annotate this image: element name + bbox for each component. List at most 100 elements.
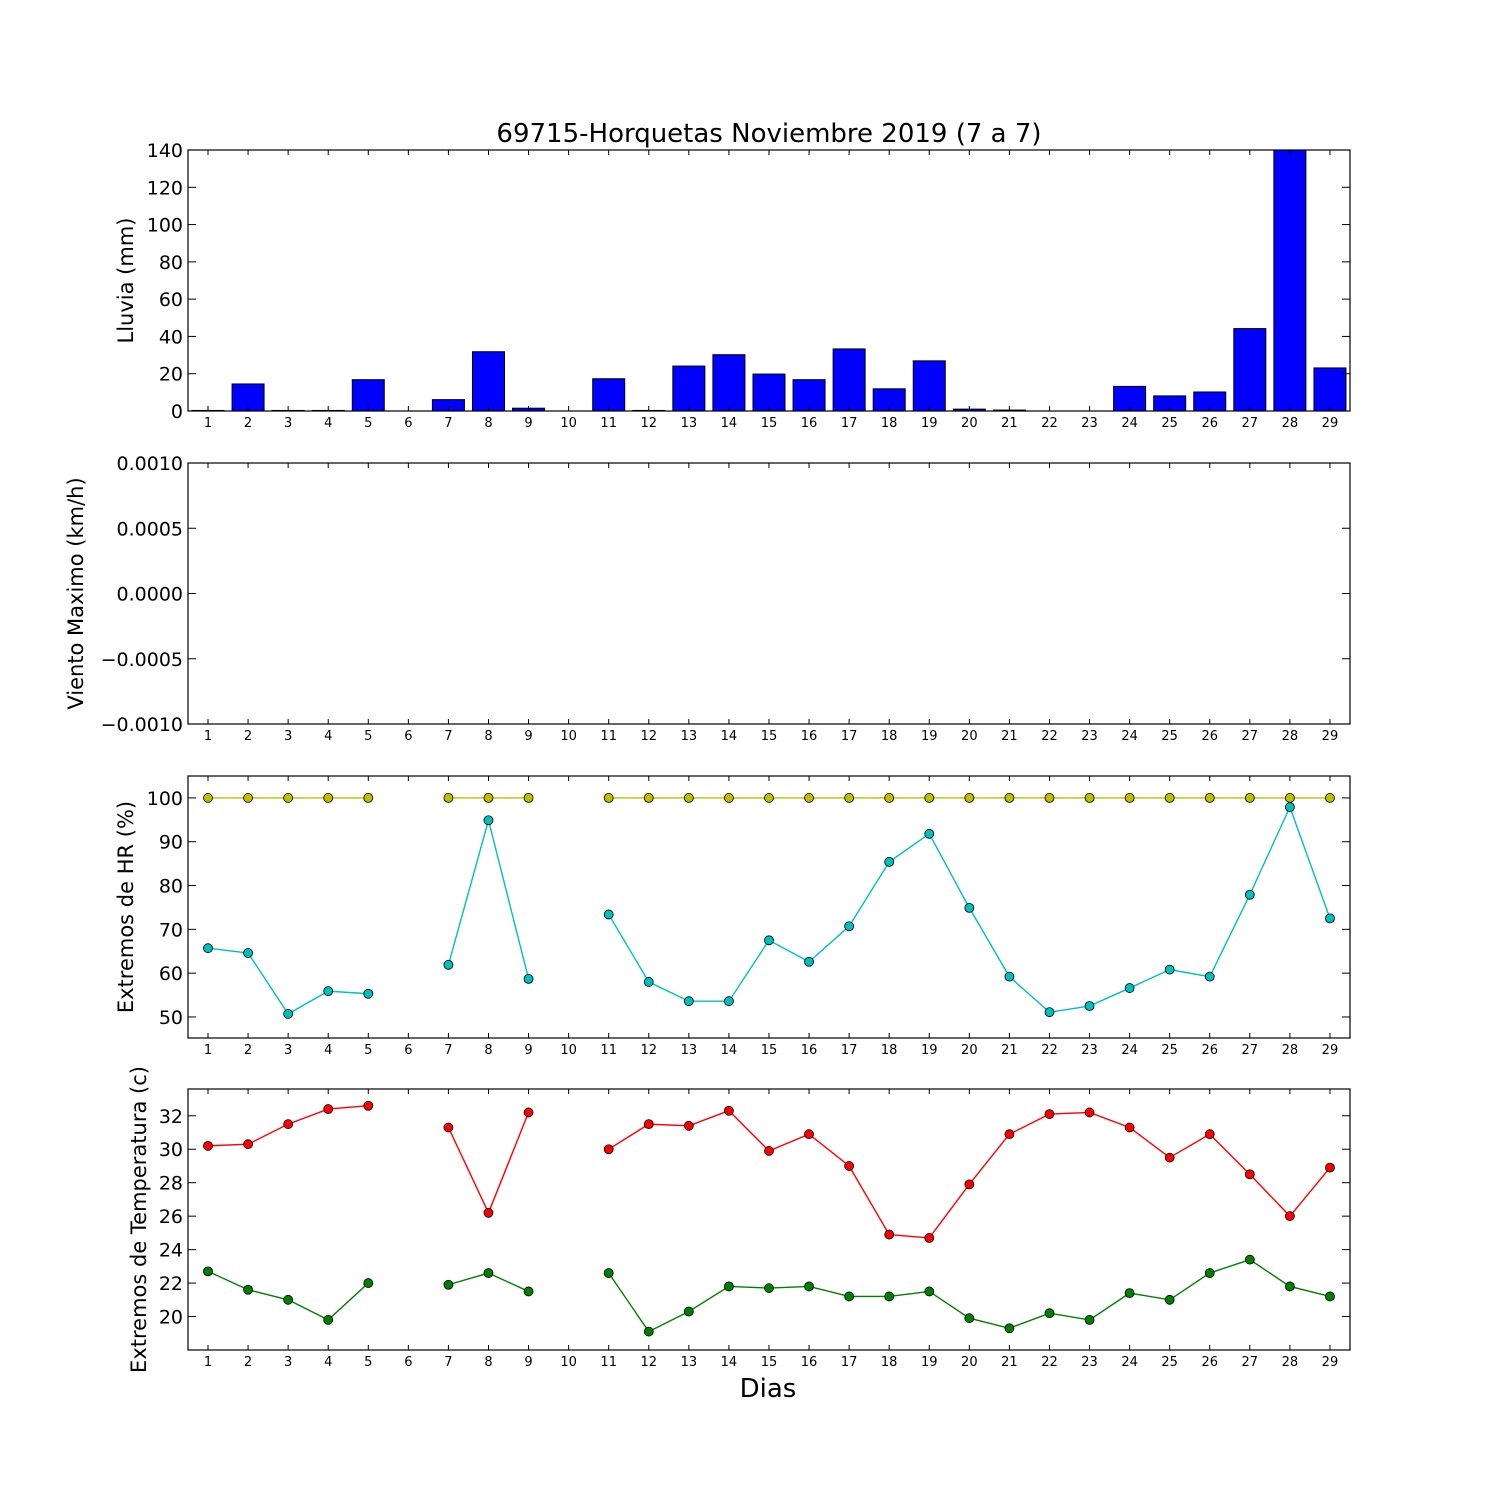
point-day-16: [804, 1129, 814, 1140]
x-tick-label: 20: [961, 1355, 978, 1370]
series-hr-1: [203, 793, 1335, 803]
x-tick-label: 8: [484, 416, 492, 431]
x-tick-label: 6: [404, 1043, 412, 1058]
x-tick-label: 28: [1282, 1043, 1299, 1058]
point-day-15: [764, 793, 774, 803]
point-day-29: [1325, 793, 1335, 803]
x-tick-label: 26: [1201, 729, 1218, 744]
y-tick-label: 80: [159, 252, 183, 274]
x-tick-label: 10: [560, 729, 577, 744]
point-day-7: [443, 1122, 454, 1133]
point-day-2: [243, 793, 253, 803]
point-day-21: [1004, 1323, 1015, 1334]
plot-area-temp: [188, 1089, 1350, 1350]
x-tick-label: 14: [721, 729, 738, 744]
point-day-1: [203, 1140, 213, 1151]
x-tick-label: 26: [1201, 1355, 1218, 1370]
point-day-13: [683, 1120, 694, 1131]
x-tick-label: 2: [244, 416, 252, 431]
x-tick-label: 5: [364, 729, 372, 744]
point-day-24: [1124, 793, 1135, 803]
point-day-22: [1044, 793, 1055, 803]
y-tick-label: 90: [159, 832, 183, 854]
x-tick-label: 1: [204, 1043, 212, 1058]
x-tick-label: 18: [881, 416, 898, 431]
x-tick-label: 5: [364, 1355, 372, 1370]
point-day-1: [203, 1266, 213, 1277]
point-day-27: [1244, 793, 1255, 803]
y-tick-label: 70: [159, 919, 183, 941]
point-day-3: [283, 1119, 294, 1130]
point-day-16: [804, 793, 814, 803]
point-day-18: [884, 793, 895, 803]
x-tick-label: 10: [560, 1043, 577, 1058]
point-day-27: [1244, 889, 1255, 900]
x-tick-label: 15: [761, 1355, 778, 1370]
x-tick-label: 20: [961, 416, 978, 431]
bar-day-27: [1233, 328, 1267, 412]
y-tick-label: 60: [159, 289, 183, 311]
x-tick-label: 2: [244, 1043, 252, 1058]
y-tick-label: 30: [159, 1139, 183, 1161]
point-day-7: [443, 793, 454, 803]
x-tick-label: 18: [881, 1355, 898, 1370]
x-tick-label: 23: [1081, 729, 1098, 744]
point-day-25: [1164, 793, 1175, 803]
point-day-4: [323, 986, 334, 997]
y-axis-label-temp: Extremos de Temperatura (c): [127, 1066, 151, 1373]
point-day-19: [924, 1233, 935, 1243]
x-tick-label: 21: [1001, 729, 1018, 744]
point-day-25: [1164, 1152, 1175, 1163]
x-tick-label: 28: [1282, 416, 1299, 431]
point-day-29: [1325, 913, 1335, 924]
point-day-4: [323, 793, 334, 803]
x-tick-label: 22: [1041, 1043, 1058, 1058]
point-day-2: [243, 948, 253, 958]
x-tick-label: 27: [1242, 729, 1259, 744]
y-tick-label: 60: [159, 963, 183, 985]
bar-day-13: [672, 365, 706, 412]
x-tick-label: 1: [204, 416, 212, 431]
y-tick-label: 40: [159, 326, 183, 348]
series-temp-2: [203, 1254, 1335, 1337]
x-tick-label: 9: [524, 1355, 532, 1370]
x-tick-label: 29: [1322, 1355, 1339, 1370]
x-tick-label: 8: [484, 729, 492, 744]
point-day-11: [603, 1144, 614, 1155]
bar-day-11: [592, 378, 626, 412]
x-tick-label: 23: [1081, 1043, 1098, 1058]
point-day-20: [964, 793, 975, 803]
x-tick-label: 27: [1242, 1043, 1259, 1058]
x-tick-label: 18: [881, 1043, 898, 1058]
x-tick-label: 16: [801, 1355, 818, 1370]
point-day-23: [1084, 793, 1095, 803]
point-day-18: [884, 1291, 895, 1302]
x-tick-label: 25: [1161, 1355, 1178, 1370]
x-tick-label: 13: [681, 729, 698, 744]
x-tick-label: 24: [1121, 416, 1138, 431]
y-tick-label: 0.0005: [117, 518, 183, 540]
y-tick-label: 32: [159, 1106, 183, 1128]
y-tick-label: 120: [147, 177, 183, 199]
x-tick-label: 6: [404, 416, 412, 431]
x-tick-label: 20: [961, 729, 978, 744]
y-tick-label: 28: [159, 1173, 183, 1195]
x-tick-label: 6: [404, 729, 412, 744]
x-tick-label: 10: [560, 416, 577, 431]
point-day-5: [363, 793, 374, 803]
point-day-19: [924, 828, 935, 839]
bar-day-28: [1273, 149, 1307, 412]
point-day-4: [323, 1104, 334, 1114]
point-day-11: [603, 793, 614, 803]
point-day-3: [283, 1294, 294, 1305]
panel-rain: 1 2 3 4 5 6 7 8 9 10 11 12 13 14 15 16 17 18 19 20 21 22 23 24 2…: [114, 119, 1351, 431]
point-day-22: [1044, 1109, 1055, 1119]
point-day-12: [643, 1119, 654, 1130]
x-tick-label: 17: [841, 416, 858, 431]
point-day-17: [844, 1161, 855, 1171]
x-tick-label: 18: [881, 729, 898, 744]
point-day-13: [683, 996, 694, 1007]
x-tick-label: 8: [484, 1043, 492, 1058]
x-tick-label: 21: [1001, 416, 1018, 431]
x-tick-label: 16: [801, 416, 818, 431]
